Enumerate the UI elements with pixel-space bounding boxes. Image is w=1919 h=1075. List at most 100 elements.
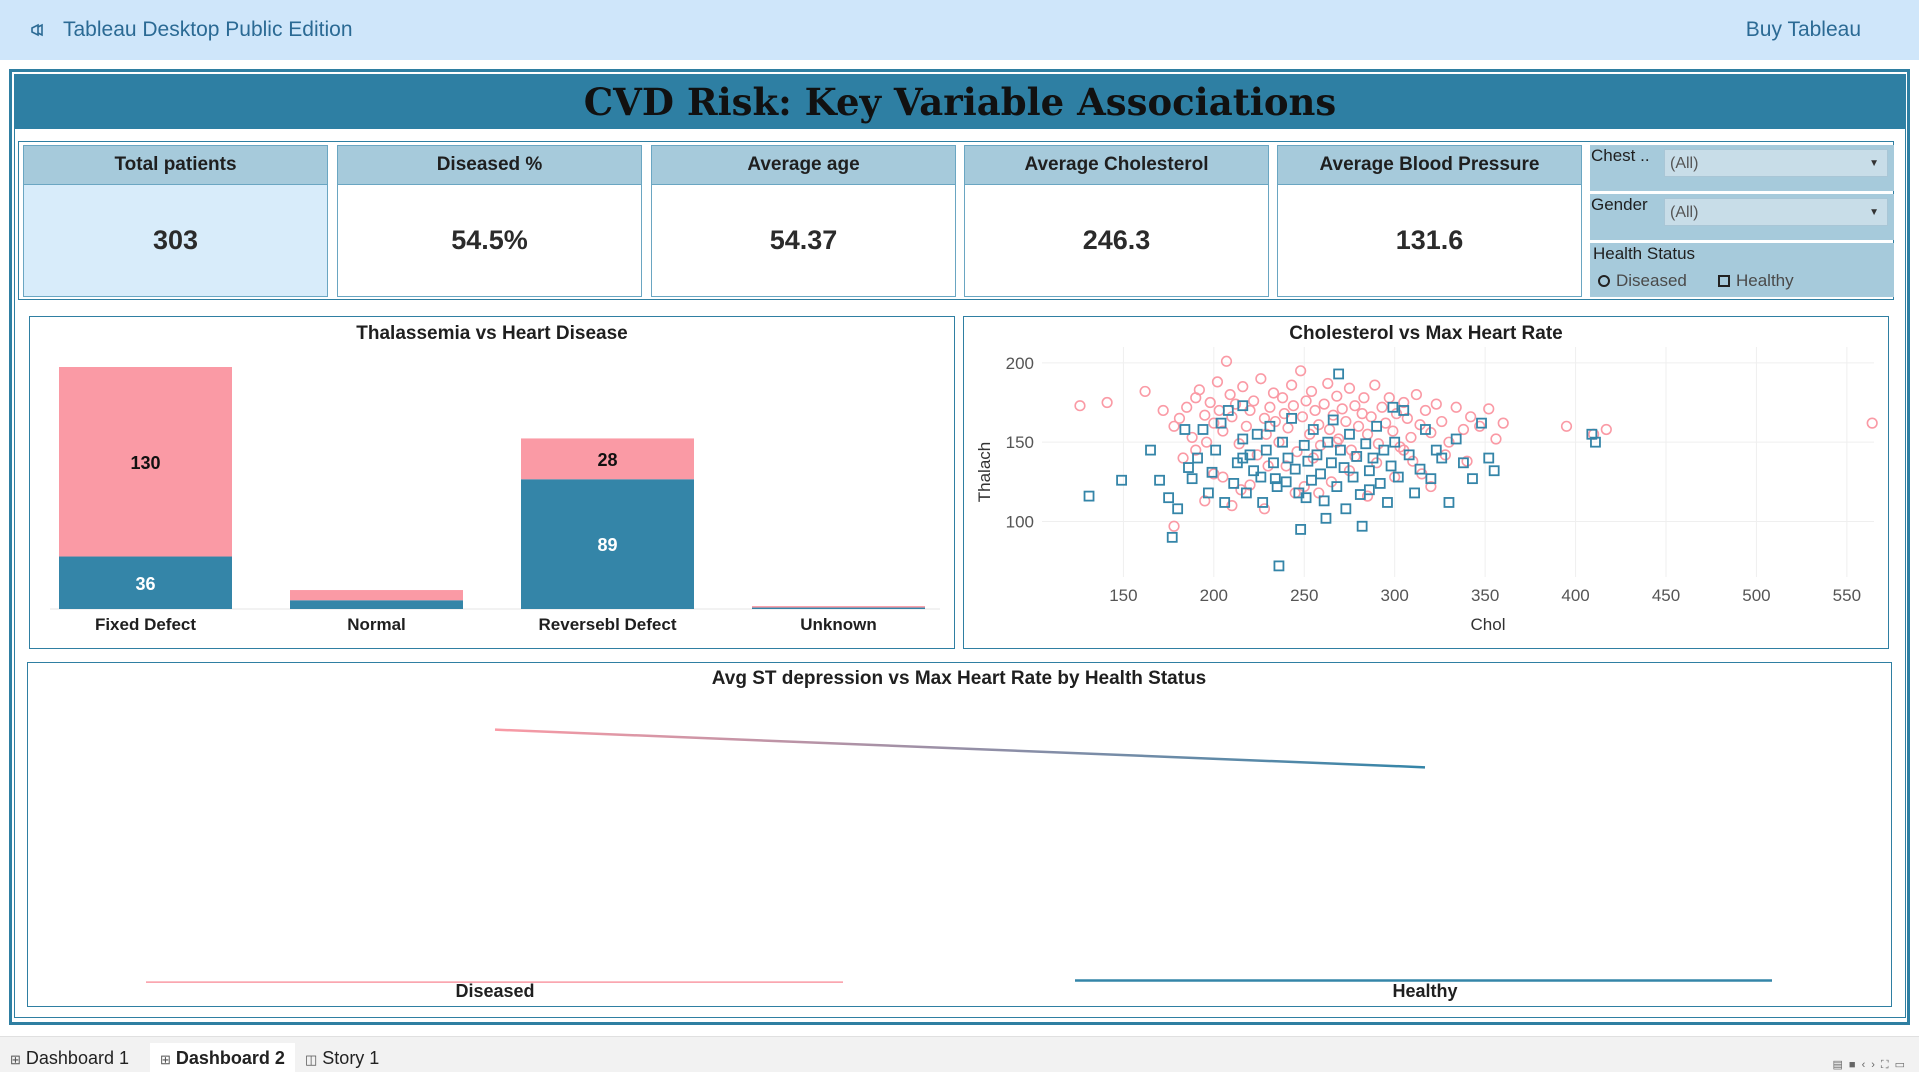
scatter-point-diseased <box>1235 484 1247 496</box>
kpi-average-age[interactable]: Average age 54.37 <box>651 145 956 297</box>
kpi-total-patients[interactable]: Total patients 303 <box>23 145 328 297</box>
bar-segment-healthy <box>290 600 463 609</box>
scatter-point-healthy <box>1268 457 1279 469</box>
scatter-point-healthy <box>1202 487 1214 499</box>
legend-item-diseased[interactable]: Diseased <box>1598 271 1687 291</box>
scatter-chart-panel: Cholesterol vs Max Heart Rate 150 200 250 3… <box>963 316 1889 649</box>
scatter-point-healthy <box>1277 436 1288 448</box>
scatter-point-diseased <box>1376 401 1388 413</box>
scatter-point-diseased <box>1365 411 1377 423</box>
scatter-point-healthy <box>1251 428 1263 440</box>
scatter-point-healthy <box>1264 420 1276 432</box>
scatter-point-healthy <box>1307 424 1319 435</box>
scatter-point-healthy <box>1335 444 1346 456</box>
gender-filter: Gender (All) ▼ <box>1590 194 1894 240</box>
scatter-point-healthy <box>1145 444 1156 456</box>
scatter-point-diseased <box>1204 396 1216 409</box>
scatter-point-healthy <box>1116 474 1127 486</box>
scatter-point-diseased <box>1358 392 1370 404</box>
scatter-point-diseased <box>1224 388 1236 401</box>
bar-data-label: 28 <box>597 450 617 470</box>
tab-dashboard-1[interactable]: ⊞ Dashboard 1 <box>0 1043 139 1073</box>
scatter-point-diseased <box>1405 431 1417 444</box>
scatter-point-diseased <box>1267 387 1280 399</box>
tab-dashboard-2[interactable]: ⊞ Dashboard 2 <box>150 1043 295 1073</box>
kpi-diseased-percent[interactable]: Diseased % 54.5% <box>337 145 642 297</box>
line-category-label: Healthy <box>1392 981 1457 1001</box>
scatter-point-healthy <box>1248 465 1260 477</box>
gender-filter-dropdown[interactable]: (All) ▼ <box>1664 198 1888 226</box>
scatter-point-diseased <box>1436 415 1448 428</box>
scatter-point-healthy <box>1215 417 1227 429</box>
scatter-point-diseased <box>1264 401 1276 413</box>
chest-filter-dropdown[interactable]: (All) ▼ <box>1664 149 1888 177</box>
scatter-point-diseased <box>1190 444 1202 456</box>
scatter-point-diseased <box>1410 388 1423 401</box>
tab-story-1[interactable]: ◫ Story 1 <box>295 1043 389 1073</box>
scatter-point-healthy <box>1269 473 1281 485</box>
scatter-point-healthy <box>1409 487 1420 499</box>
scatter-point-healthy <box>1228 478 1240 489</box>
scatter-point-healthy <box>1257 497 1269 508</box>
scatter-point-healthy <box>1403 449 1415 461</box>
scatter-point-healthy <box>1322 436 1334 448</box>
scatter-point-healthy <box>1367 452 1379 464</box>
legend-item-healthy[interactable]: Healthy <box>1718 271 1794 291</box>
buy-tableau-link[interactable]: Buy Tableau <box>1745 18 1861 41</box>
scatter-point-healthy <box>1389 436 1401 448</box>
scatter-point-diseased <box>1300 395 1312 407</box>
scatter-y-tick-label: 100 <box>1006 512 1034 531</box>
scatter-point-diseased <box>1258 412 1271 424</box>
kpi-average-blood-pressure[interactable]: Average Blood Pressure 131.6 <box>1277 145 1582 297</box>
scatter-point-healthy <box>1240 487 1252 499</box>
chest-filter-label: Chest .. <box>1591 146 1650 165</box>
chart-title: Avg ST depression vs Max Heart Rate by H… <box>711 668 1207 689</box>
scatter-point-healthy <box>1315 468 1326 480</box>
scatter-point-diseased <box>1318 398 1330 410</box>
kpi-label: Average Cholesterol <box>965 146 1268 185</box>
scatter-point-diseased <box>1074 400 1086 412</box>
scatter-point-diseased <box>1323 423 1336 436</box>
bar-segment-diseased <box>752 606 925 608</box>
scatter-point-diseased <box>1181 401 1193 413</box>
kpi-label: Average age <box>652 146 955 185</box>
scatter-point-healthy <box>1351 451 1363 462</box>
scatter-point-diseased <box>1139 385 1151 398</box>
scatter-point-diseased <box>1356 408 1368 420</box>
scatter-point-healthy <box>1436 452 1448 464</box>
scatter-point-healthy <box>1398 405 1410 416</box>
scatter-point-healthy <box>1237 400 1249 412</box>
scatter-point-healthy <box>1179 424 1191 435</box>
scatter-point-healthy <box>1210 444 1222 456</box>
scatter-point-diseased <box>1361 428 1374 440</box>
scatter-point-diseased <box>1157 404 1169 417</box>
kpi-value: 54.37 <box>769 225 838 255</box>
scatter-point-healthy <box>1483 452 1495 464</box>
scatter-point-healthy <box>1192 452 1203 464</box>
bar-segment-healthy <box>59 556 232 609</box>
scatter-point-diseased <box>1600 423 1612 436</box>
sheet-navigation-controls[interactable]: ▤■‹›⛶▭ <box>1832 1059 1911 1071</box>
scatter-point-healthy <box>1172 503 1184 515</box>
scatter-point-diseased <box>1282 422 1294 434</box>
bar-category-label: Fixed Defect <box>95 615 196 634</box>
scatter-point-diseased <box>1208 417 1220 429</box>
scatter-point-healthy <box>1333 368 1345 380</box>
scatter-point-healthy <box>1378 444 1390 456</box>
scatter-point-healthy <box>1300 492 1312 504</box>
tab-label: Story 1 <box>322 1048 380 1068</box>
chest-filter: Chest .. (All) ▼ <box>1590 145 1894 191</box>
scatter-point-diseased <box>1305 385 1318 398</box>
scatter-point-healthy <box>1311 449 1323 461</box>
kpi-average-cholesterol[interactable]: Average Cholesterol 246.3 <box>964 145 1269 297</box>
scatter-point-diseased <box>1331 390 1343 402</box>
bar-data-label: 130 <box>130 453 160 473</box>
scatter-point-diseased <box>1208 468 1220 480</box>
scatter-x-tick-label: 250 <box>1290 586 1318 605</box>
scatter-point-healthy <box>1420 424 1431 435</box>
scatter-point-healthy <box>1318 495 1330 507</box>
scatter-point-diseased <box>1211 376 1224 388</box>
cholesterol-scatter-chart: 150 200 250 300 350 400 450 500 550 100 150 200 Chol… <box>975 347 1878 634</box>
scatter-point-healthy <box>1280 476 1292 488</box>
scatter-point-diseased <box>1173 412 1186 424</box>
